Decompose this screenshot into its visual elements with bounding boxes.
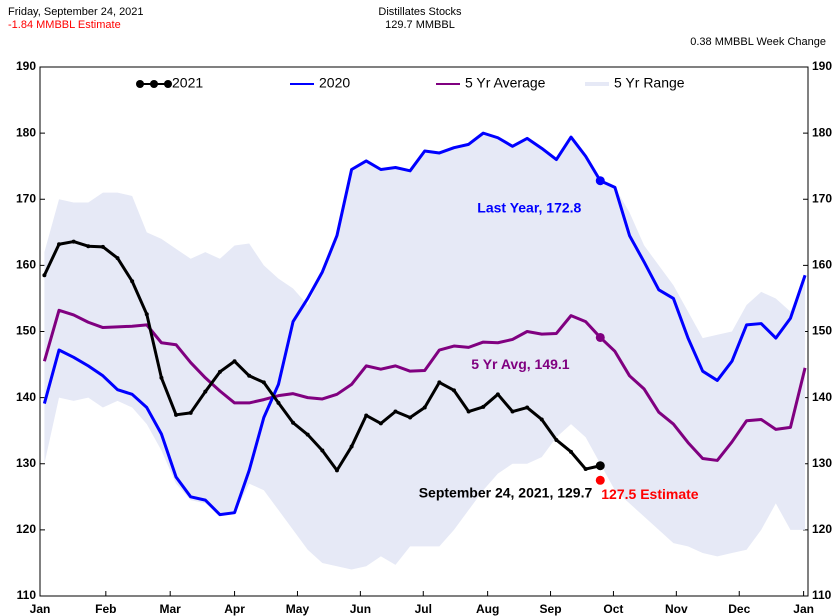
- legend-dot: [164, 80, 172, 88]
- date: Friday, September 24, 2021: [8, 6, 144, 18]
- point: [174, 412, 179, 417]
- y2-tick-label: 150: [812, 324, 832, 338]
- point: [437, 380, 442, 385]
- point: [188, 410, 193, 415]
- estimate-text: -1.84 MMBBL Estimate: [8, 19, 121, 31]
- point: [481, 404, 486, 409]
- point: [86, 244, 91, 249]
- point: [261, 380, 266, 385]
- point: [232, 359, 237, 364]
- legend-label: 2021: [172, 75, 203, 91]
- y-tick-label: 120: [16, 522, 36, 536]
- y-tick-label: 130: [16, 456, 36, 470]
- series-line: [42, 308, 807, 462]
- x-tick-label: Jan: [30, 602, 51, 616]
- estimate-point: [595, 475, 605, 485]
- y-tick-label: 140: [16, 390, 36, 404]
- subtitle: 129.7 MMBBL: [385, 19, 455, 31]
- x-tick-label: Dec: [728, 602, 750, 616]
- x-tick-label: Aug: [476, 602, 499, 616]
- y2-tick-label: 190: [812, 59, 832, 73]
- point: [291, 420, 296, 425]
- y-tick-label: 110: [17, 588, 37, 602]
- legend-dot: [150, 80, 158, 88]
- x-tick-label: May: [286, 602, 310, 616]
- point: [451, 388, 456, 393]
- y2-tick-label: 160: [812, 258, 832, 272]
- y2-tick-label: 120: [812, 522, 832, 536]
- point: [408, 415, 413, 420]
- x-tick-label: Apr: [224, 602, 245, 616]
- legend-label: 5 Yr Range: [614, 75, 685, 91]
- x-tick-label: Feb: [95, 602, 116, 616]
- current-point: [595, 176, 605, 186]
- point: [510, 409, 515, 414]
- point: [42, 273, 47, 278]
- y2-tick-label: 140: [812, 390, 832, 404]
- point: [305, 432, 310, 437]
- point: [569, 449, 574, 454]
- current-point: [595, 332, 605, 342]
- legend-label: 2020: [319, 75, 350, 91]
- y2-tick-label: 130: [812, 456, 832, 470]
- point: [349, 444, 354, 449]
- point: [100, 244, 105, 249]
- x-tick-label: Mar: [160, 602, 182, 616]
- point: [276, 400, 281, 405]
- legend-label: 5 Yr Average: [465, 75, 546, 91]
- x-tick-label: Sep: [540, 602, 562, 616]
- current-point: [595, 461, 605, 471]
- y2-tick-label: 180: [812, 125, 832, 139]
- x-tick-label: Nov: [665, 602, 688, 616]
- y-tick-label: 160: [16, 258, 36, 272]
- point: [130, 279, 135, 284]
- point: [247, 373, 252, 378]
- point: [525, 405, 530, 410]
- week-change: 0.38 MMBBL Week Change: [690, 36, 826, 48]
- point: [144, 312, 149, 317]
- point: [364, 413, 369, 418]
- point: [320, 448, 325, 453]
- title: Distillates Stocks: [378, 6, 462, 18]
- range-band: [44, 133, 806, 570]
- x-tick-label: Jan: [793, 602, 814, 616]
- point: [115, 256, 120, 261]
- point: [583, 467, 588, 472]
- x-tick-label: Jun: [350, 602, 371, 616]
- annotation: 5 Yr Avg, 149.1: [471, 356, 570, 372]
- annotation: September 24, 2021, 129.7: [419, 484, 593, 500]
- point: [217, 369, 222, 374]
- point: [71, 239, 76, 244]
- y2-tick-label: 170: [812, 191, 832, 205]
- legend-dot: [136, 80, 144, 88]
- point: [378, 421, 383, 426]
- series-line: [42, 131, 807, 517]
- point: [393, 409, 398, 414]
- annotation: Last Year, 172.8: [477, 199, 581, 215]
- y2-tick-label: 110: [812, 588, 832, 602]
- point: [203, 389, 208, 394]
- point: [554, 437, 559, 442]
- point: [539, 417, 544, 422]
- y-tick-label: 150: [16, 324, 36, 338]
- y-tick-label: 180: [16, 125, 36, 139]
- point: [466, 409, 471, 414]
- annotation: 127.5 Estimate: [601, 486, 698, 502]
- point: [495, 392, 500, 397]
- point: [334, 468, 339, 473]
- y-tick-label: 190: [16, 59, 36, 73]
- point: [422, 405, 427, 410]
- y-tick-label: 170: [16, 191, 36, 205]
- x-tick-label: Oct: [603, 602, 623, 616]
- x-tick-label: Jul: [415, 602, 432, 616]
- point: [57, 242, 62, 247]
- point: [159, 375, 164, 380]
